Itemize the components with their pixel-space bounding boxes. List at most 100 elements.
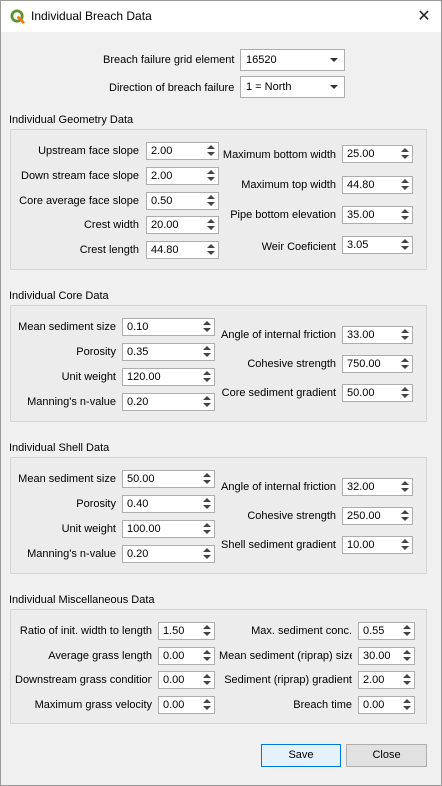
- shell-manning-field[interactable]: 0.20: [122, 545, 215, 563]
- core-manning-field[interactable]: 0.20: [122, 393, 215, 411]
- upstream-slope-field[interactable]: 2.00: [146, 142, 219, 160]
- shell-gradient-field[interactable]: 10.00: [342, 536, 413, 554]
- spin-buttons[interactable]: [201, 370, 213, 384]
- save-button[interactable]: Save: [261, 744, 341, 767]
- crest-width-field[interactable]: 20.00: [146, 216, 219, 234]
- downstream-slope-value: 2.00: [151, 170, 173, 182]
- title-bar: Individual Breach Data ✕: [1, 1, 441, 32]
- shell-sediment-size-field[interactable]: 50.00: [122, 470, 215, 488]
- shell-group-title: Individual Shell Data: [9, 442, 110, 454]
- grid-element-combo[interactable]: 16520: [240, 49, 345, 71]
- shell-cohesive-field[interactable]: 250.00: [342, 507, 413, 525]
- core-manning-value: 0.20: [127, 396, 149, 408]
- spin-buttons[interactable]: [201, 320, 213, 334]
- shell-porosity-value: 0.40: [127, 498, 149, 510]
- spin-buttons[interactable]: [205, 218, 217, 232]
- max-conc-value: 0.55: [363, 625, 385, 637]
- core-unit-weight-field[interactable]: 120.00: [122, 368, 215, 386]
- spin-buttons[interactable]: [399, 357, 411, 371]
- spin-buttons[interactable]: [201, 649, 213, 663]
- breach-time-field[interactable]: 0.00: [358, 696, 415, 714]
- spin-buttons[interactable]: [201, 522, 213, 536]
- core-porosity-value: 0.35: [127, 346, 149, 358]
- downstream-slope-field[interactable]: 2.00: [146, 167, 219, 185]
- misc-group: [10, 609, 427, 724]
- spin-buttons[interactable]: [201, 472, 213, 486]
- spin-buttons[interactable]: [201, 547, 213, 561]
- core-porosity-field[interactable]: 0.35: [122, 343, 215, 361]
- crest-length-label: Crest length: [79, 244, 139, 256]
- spin-buttons[interactable]: [399, 178, 411, 192]
- spin-buttons[interactable]: [399, 509, 411, 523]
- max-conc-field[interactable]: 0.55: [358, 622, 415, 640]
- core-slope-label: Core average face slope: [19, 195, 139, 207]
- grass-length-field[interactable]: 0.00: [158, 647, 215, 665]
- spin-buttons[interactable]: [399, 480, 411, 494]
- core-slope-field[interactable]: 0.50: [146, 192, 219, 210]
- core-porosity-label: Porosity: [76, 346, 116, 358]
- breach-time-label: Breach time: [293, 699, 352, 711]
- spin-buttons[interactable]: [399, 386, 411, 400]
- shell-friction-field[interactable]: 32.00: [342, 478, 413, 496]
- close-button[interactable]: Close: [346, 744, 427, 767]
- spin-buttons[interactable]: [201, 698, 213, 712]
- spin-buttons[interactable]: [201, 624, 213, 638]
- pipe-elevation-field[interactable]: 35.00: [342, 206, 413, 224]
- shell-cohesive-value: 250.00: [347, 510, 381, 522]
- spin-buttons[interactable]: [401, 673, 413, 687]
- core-cohesive-field[interactable]: 750.00: [342, 355, 413, 373]
- chevron-down-icon: [330, 58, 338, 62]
- shell-porosity-field[interactable]: 0.40: [122, 495, 215, 513]
- core-friction-field[interactable]: 33.00: [342, 326, 413, 344]
- max-bottom-width-field[interactable]: 25.00: [342, 145, 413, 163]
- core-sediment-size-field[interactable]: 0.10: [122, 318, 215, 336]
- grass-velocity-value: 0.00: [163, 699, 185, 711]
- spin-buttons[interactable]: [201, 395, 213, 409]
- pipe-elevation-value: 35.00: [347, 209, 375, 221]
- spin-buttons[interactable]: [401, 624, 413, 638]
- spin-buttons[interactable]: [205, 243, 217, 257]
- spin-buttons[interactable]: [399, 208, 411, 222]
- core-gradient-field[interactable]: 50.00: [342, 384, 413, 402]
- ratio-field[interactable]: 1.50: [158, 622, 215, 640]
- crest-width-value: 20.00: [151, 219, 179, 231]
- spin-buttons[interactable]: [205, 169, 217, 183]
- max-top-width-field[interactable]: 44.80: [342, 176, 413, 194]
- weir-coefficient-field[interactable]: 3.05: [342, 236, 413, 254]
- spin-buttons[interactable]: [399, 238, 411, 252]
- core-gradient-value: 50.00: [347, 387, 375, 399]
- riprap-size-field[interactable]: 30.00: [358, 647, 415, 665]
- spin-buttons[interactable]: [205, 144, 217, 158]
- grass-velocity-field[interactable]: 0.00: [158, 696, 215, 714]
- max-bottom-width-label: Maximum bottom width: [222, 149, 336, 161]
- spin-buttons[interactable]: [399, 147, 411, 161]
- close-icon[interactable]: ✕: [417, 6, 431, 25]
- grid-element-value: 16520: [246, 54, 277, 66]
- upstream-slope-label: Upstream face slope: [38, 145, 139, 157]
- spin-buttons[interactable]: [401, 698, 413, 712]
- crest-length-field[interactable]: 44.80: [146, 241, 219, 259]
- grass-condition-field[interactable]: 0.00: [158, 671, 215, 689]
- shell-sediment-size-label: Mean sediment size: [18, 473, 116, 485]
- core-manning-label: Manning's n-value: [27, 396, 116, 408]
- breach-time-value: 0.00: [363, 699, 385, 711]
- core-friction-value: 33.00: [347, 329, 375, 341]
- shell-unit-weight-field[interactable]: 100.00: [122, 520, 215, 538]
- weir-coefficient-value: 3.05: [347, 239, 369, 251]
- upstream-slope-value: 2.00: [151, 145, 173, 157]
- qgis-logo-icon: [10, 9, 25, 24]
- spin-buttons[interactable]: [401, 649, 413, 663]
- spin-buttons[interactable]: [201, 497, 213, 511]
- spin-buttons[interactable]: [205, 194, 217, 208]
- max-top-width-label: Maximum top width: [241, 179, 336, 191]
- geometry-group-title: Individual Geometry Data: [9, 114, 134, 126]
- spin-buttons[interactable]: [201, 345, 213, 359]
- shell-cohesive-label: Cohesive strength: [247, 510, 336, 522]
- shell-friction-label: Angle of internal friction: [221, 481, 336, 493]
- spin-buttons[interactable]: [201, 673, 213, 687]
- riprap-gradient-field[interactable]: 2.00: [358, 671, 415, 689]
- spin-buttons[interactable]: [399, 538, 411, 552]
- spin-buttons[interactable]: [399, 328, 411, 342]
- direction-combo[interactable]: 1 = North: [240, 76, 345, 98]
- core-friction-label: Angle of internal friction: [221, 329, 336, 341]
